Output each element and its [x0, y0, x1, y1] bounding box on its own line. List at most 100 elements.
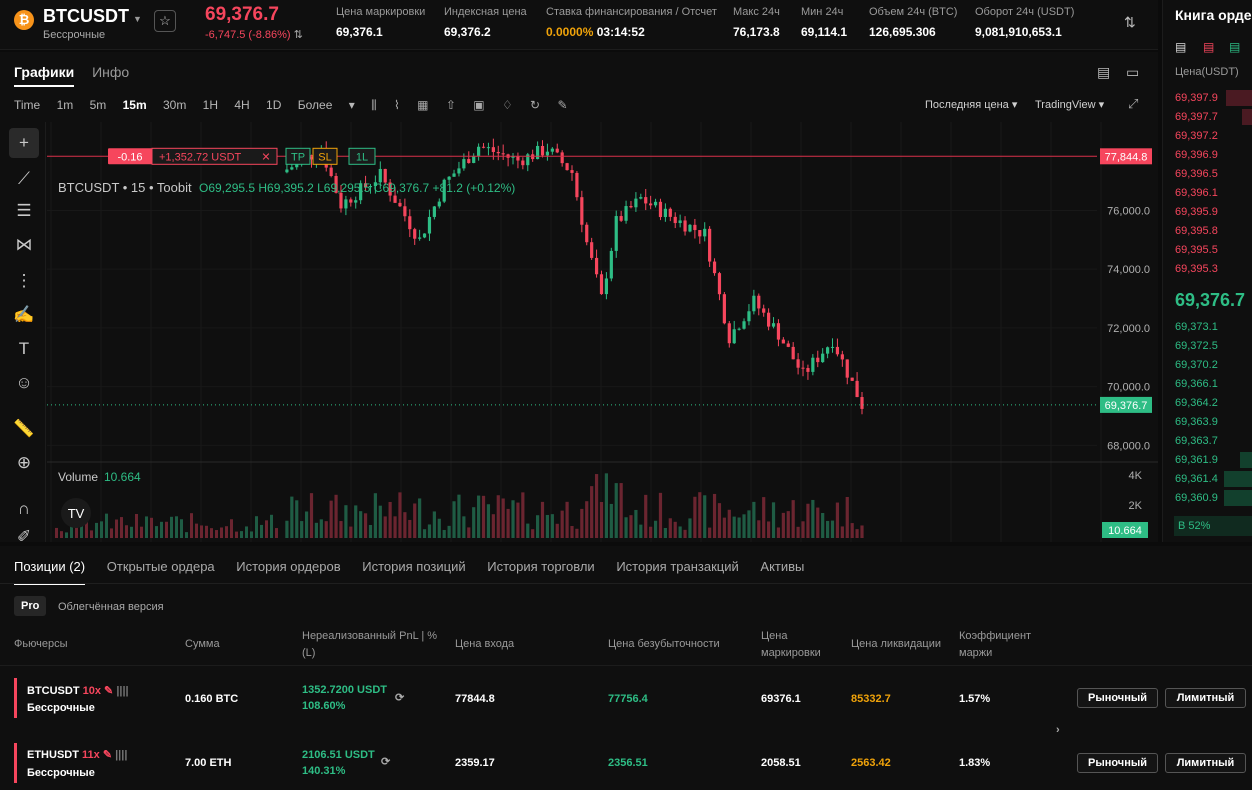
- orderbook-bid[interactable]: 69,373.1: [1175, 321, 1218, 333]
- tf-time[interactable]: Time: [14, 98, 41, 112]
- orderbook-ask[interactable]: 69,395.8: [1175, 225, 1218, 237]
- tf-5m[interactable]: 5m: [89, 98, 107, 112]
- orderbook-bid[interactable]: 69,363.9: [1175, 416, 1218, 428]
- orderbook-ask[interactable]: 69,396.1: [1175, 187, 1218, 199]
- both-sides-icon[interactable]: ▤: [1175, 40, 1187, 54]
- volume-bar: [683, 529, 687, 538]
- asks-only-icon[interactable]: ▤: [1203, 40, 1215, 54]
- zoom-icon[interactable]: ⊕: [16, 453, 32, 472]
- tab-assets[interactable]: Активы: [760, 559, 805, 574]
- tf-4h[interactable]: 4H: [234, 98, 250, 112]
- ruler-icon[interactable]: 📏: [13, 419, 35, 438]
- candle: [688, 224, 692, 232]
- candle: [432, 206, 436, 217]
- orderbook-bid[interactable]: 69,361.9: [1175, 454, 1218, 466]
- price-mode-select[interactable]: Последняя цена ▾: [925, 99, 1018, 111]
- image-icon[interactable]: ▣: [473, 98, 485, 112]
- orderbook-ask[interactable]: 69,395.5: [1175, 244, 1218, 256]
- grid-icon[interactable]: ▦: [417, 98, 429, 112]
- orderbook-ask[interactable]: 69,397.2: [1175, 130, 1218, 142]
- orderbook-bid[interactable]: 69,370.2: [1175, 359, 1218, 371]
- tf-1h[interactable]: 1H: [202, 98, 219, 112]
- edit-icon[interactable]: ✎: [557, 98, 568, 112]
- tp-button[interactable]: [285, 147, 311, 165]
- tab-positions[interactable]: Позиции (2): [14, 559, 86, 585]
- refresh-icon[interactable]: ↻: [530, 98, 541, 112]
- orderbook-bid[interactable]: 69,372.5: [1175, 340, 1218, 352]
- mode-lite[interactable]: Облегчённая версия: [58, 601, 164, 613]
- orderbook-bid[interactable]: 69,366.1: [1175, 378, 1218, 390]
- tab-trade-history[interactable]: История торговли: [487, 559, 595, 574]
- tab-position-history[interactable]: История позиций: [362, 559, 466, 574]
- share-pnl-icon[interactable]: ⟳: [395, 692, 405, 704]
- sliders-icon[interactable]: ⇅: [1124, 14, 1136, 30]
- tf-15m[interactable]: 15m: [122, 98, 147, 112]
- position-pnl-box[interactable]: [151, 147, 278, 165]
- position-symbol[interactable]: ETHUSDT 11x ✎ ||||: [27, 749, 128, 761]
- tab-charts[interactable]: Графики: [14, 64, 75, 87]
- candle: [722, 294, 726, 324]
- orderbook-ask[interactable]: 69,396.5: [1175, 168, 1218, 180]
- horizontal-lines-icon[interactable]: ☰: [16, 201, 32, 220]
- pattern-icon[interactable]: ⋈: [15, 235, 33, 254]
- symbol-title[interactable]: BTCUSDT: [43, 6, 129, 26]
- orderbook-bid[interactable]: 69,363.7: [1175, 435, 1218, 447]
- brush-icon[interactable]: ✍: [13, 305, 35, 324]
- candle: [501, 153, 505, 155]
- trendline-icon[interactable]: ⟋: [18, 169, 30, 188]
- orderbook-ask[interactable]: 69,397.7: [1175, 111, 1218, 123]
- tf-1m[interactable]: 1m: [56, 98, 74, 112]
- tab-info[interactable]: Инфо: [92, 64, 130, 80]
- text-icon[interactable]: T: [18, 339, 30, 358]
- tab-transaction-history[interactable]: История транзакций: [616, 559, 739, 574]
- orderbook-bid[interactable]: 69,364.2: [1175, 397, 1218, 409]
- tab-order-history[interactable]: История ордеров: [236, 559, 341, 574]
- line-chart-icon[interactable]: ⌇: [393, 98, 400, 112]
- position-pnl-badge[interactable]: [108, 148, 152, 165]
- emoji-icon[interactable]: ☺: [15, 373, 33, 392]
- volume-bar: [378, 505, 382, 538]
- candles-icon[interactable]: ⫼: [371, 98, 377, 112]
- close-limit-button[interactable]: Лимитный: [1165, 753, 1246, 773]
- close-limit-button[interactable]: Лимитный: [1165, 688, 1246, 708]
- alert-icon[interactable]: ♢: [501, 98, 513, 112]
- tf-more[interactable]: Более ▾: [297, 98, 355, 112]
- orderbook-bid[interactable]: 69,360.9: [1175, 492, 1218, 504]
- favorite-star-icon[interactable]: ☆: [154, 10, 176, 32]
- timeframe-bar: Time 1m 5m 15m 30m 1H 4H 1D Более ▾ ⫼ ⌇ …: [14, 98, 582, 113]
- edit-leverage-icon[interactable]: ✎: [102, 749, 113, 761]
- edit-leverage-icon[interactable]: ✎: [104, 685, 114, 697]
- mode-pro[interactable]: Pro: [14, 596, 47, 616]
- price-chart[interactable]: -0.16 +1,352.72 USDT ✕ TP SL 1L 77,844.8 69,376…: [47, 122, 1158, 542]
- orderbook-bid[interactable]: 69,361.4: [1175, 473, 1218, 485]
- swap-icon[interactable]: ⇅: [293, 29, 303, 41]
- document-icon[interactable]: ▤: [1097, 64, 1111, 80]
- orderbook-ask[interactable]: 69,395.3: [1175, 263, 1218, 275]
- layout-icon[interactable]: ▭: [1126, 64, 1140, 80]
- view-mode-select[interactable]: TradingView ▾: [1035, 99, 1105, 111]
- tf-30m[interactable]: 30m: [162, 98, 187, 112]
- fib-icon[interactable]: ⋮: [15, 271, 33, 290]
- candle: [830, 346, 835, 348]
- orderbook-ask[interactable]: 69,395.9: [1175, 206, 1218, 218]
- bids-only-icon[interactable]: ▤: [1229, 40, 1241, 54]
- magnet-icon[interactable]: ∩: [17, 499, 31, 518]
- volume-bar: [255, 516, 258, 538]
- orderbook-ask[interactable]: 69,396.9: [1175, 149, 1218, 161]
- close-market-button[interactable]: Рыночный: [1077, 753, 1158, 773]
- crosshair-icon[interactable]: +: [9, 128, 39, 158]
- tab-open-orders[interactable]: Открытые ордера: [106, 559, 215, 574]
- close-market-button[interactable]: Рыночный: [1077, 688, 1158, 708]
- volume-bar: [830, 520, 835, 538]
- positions-panel: Позиции (2) Открытые ордера История орде…: [0, 546, 1252, 790]
- fullscreen-icon[interactable]: ⤢: [1128, 96, 1139, 111]
- share-icon[interactable]: ⇧: [445, 98, 456, 112]
- tf-1d[interactable]: 1D: [266, 98, 282, 112]
- position-symbol[interactable]: BTCUSDT 10x ✎ ||||: [27, 685, 129, 697]
- share-pnl-icon[interactable]: ⟳: [381, 756, 391, 768]
- chevron-right-icon[interactable]: ›: [1056, 724, 1060, 736]
- orderbook-ask[interactable]: 69,397.9: [1175, 92, 1218, 104]
- sl-button[interactable]: [312, 147, 338, 165]
- pencil-lock-icon[interactable]: ✐: [16, 527, 32, 546]
- chevron-down-icon[interactable]: ▼: [133, 14, 142, 24]
